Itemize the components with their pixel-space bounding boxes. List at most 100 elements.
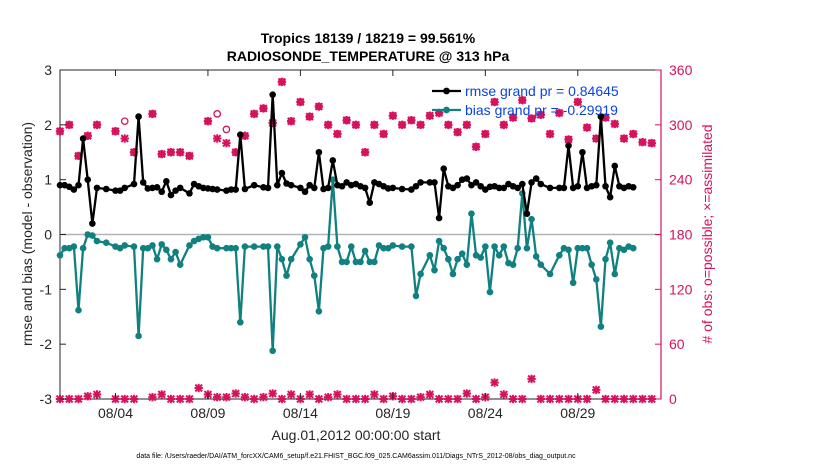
bias-point [514, 244, 521, 252]
obs-rejected-point [120, 394, 129, 404]
rmse-point [237, 131, 244, 139]
bias-point [440, 244, 448, 252]
obs-assimilated-point [314, 102, 324, 111]
obs-assimilated-point [499, 120, 509, 130]
bias-point [454, 255, 461, 263]
rmse-point [514, 184, 521, 192]
obs-rejected-point [407, 394, 416, 404]
rmse-point [287, 181, 295, 189]
bias-point [121, 242, 129, 249]
bias-point [491, 243, 498, 250]
rmse-bias-lines [56, 91, 637, 355]
rmse-point [565, 142, 572, 149]
rmse-point [93, 184, 101, 192]
obs-rejected-point [212, 392, 222, 402]
bias-point [278, 255, 286, 263]
bias-point [89, 232, 96, 239]
obs-assimilated-point [610, 119, 619, 129]
bias-line [59, 178, 634, 352]
left-tick-label: -1 [40, 281, 53, 297]
bias-point [287, 255, 295, 263]
obs-rejected-point [286, 390, 296, 399]
rmse-point [315, 148, 323, 156]
bias-point [315, 307, 323, 315]
x-tick-label: 08/29 [560, 405, 595, 421]
obs-assimilated-point [508, 113, 518, 122]
bias-point [408, 243, 415, 250]
obs-assimilated-point [296, 97, 305, 107]
bias-point [431, 266, 438, 274]
obs-assimilated-point [203, 116, 213, 126]
obs-rejected-point [527, 374, 536, 384]
obs-assimilated-point [425, 111, 435, 120]
rmse-point [84, 176, 92, 183]
rmse-point [264, 184, 272, 192]
x-tick-label: 08/24 [468, 405, 503, 421]
bias-point [569, 279, 577, 287]
obs-assimilated-point [55, 127, 65, 136]
obs-rejected-point [434, 394, 444, 404]
obs-rejected-point [638, 394, 647, 404]
rmse-point [163, 178, 170, 185]
obs-rejected-point [370, 390, 379, 399]
obs-assimilated-point [92, 120, 102, 130]
obs-rejected-point [323, 392, 333, 402]
right-tick-label: 300 [669, 117, 693, 133]
rmse-point [241, 185, 249, 193]
bias-point [606, 239, 614, 247]
obs-possible-point [222, 125, 231, 134]
obs-assimilated-point [388, 111, 398, 120]
left-axis-ticks: -3 -2 -1 0 1 2 3 [40, 62, 66, 407]
legend: rmse grand pr = 0.84645 bias grand pr = … [432, 83, 619, 118]
rmse-point [611, 162, 619, 170]
left-tick-label: 0 [44, 227, 52, 243]
obs-assimilated-point [65, 120, 74, 130]
obs-assimilated-point [619, 134, 629, 143]
bias-point [602, 255, 609, 263]
obs-possible-point [120, 117, 129, 126]
bias-point [153, 255, 161, 263]
bias-point [458, 250, 466, 257]
rmse-point [167, 191, 175, 199]
rmse-point [75, 181, 82, 189]
bias-point [583, 244, 591, 252]
rmse-point [477, 182, 485, 190]
obs-rejected-point [508, 394, 518, 404]
right-axis-ticks: 0 60 120 180 240 300 360 [655, 62, 693, 407]
rmse-point [273, 181, 281, 189]
obs-rejected-point [166, 394, 176, 404]
obs-rejected-point [379, 394, 388, 404]
rmse-point [606, 193, 614, 201]
rmse-point [574, 182, 582, 190]
obs-assimilated-point [222, 138, 231, 148]
obs-rejected-point [499, 390, 509, 399]
rmse-point [361, 184, 369, 192]
rmse-point [532, 175, 540, 182]
legend-bias-label: bias grand pr = -0.29919 [465, 102, 618, 118]
obs-rejected-point [305, 390, 314, 399]
bias-point [223, 244, 230, 252]
bias-point [158, 241, 166, 248]
rmse-point [135, 113, 142, 120]
obs-rejected-point [564, 394, 573, 404]
rmse-point [176, 184, 184, 192]
rmse-point [523, 210, 531, 217]
bias-point [398, 243, 406, 250]
bias-point [620, 246, 628, 254]
bias-point [565, 246, 572, 254]
obs-rejected-point [129, 394, 139, 404]
rmse-point [555, 184, 563, 192]
x-tick-label: 08/14 [283, 405, 318, 421]
obs-assimilated-point [351, 120, 361, 130]
bias-point [329, 176, 337, 183]
bias-point [213, 244, 221, 252]
bias-point [477, 254, 485, 261]
chart-title-line2: RADIOSONDE_TEMPERATURE @ 313 hPa [227, 48, 510, 64]
bias-point [310, 272, 318, 279]
left-tick-label: 3 [44, 62, 52, 78]
obs-rejected-point [259, 392, 268, 402]
rmse-point [602, 182, 609, 190]
bias-point [468, 210, 475, 217]
left-tick-label: -2 [40, 336, 53, 352]
